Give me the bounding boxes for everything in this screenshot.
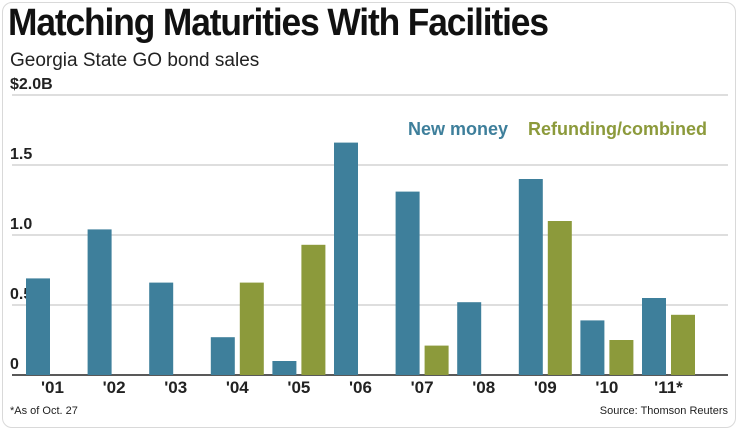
grid-lines bbox=[12, 94, 728, 376]
legend-refunding-combined: Refunding/combined bbox=[528, 119, 707, 139]
x-tick-label: '11* bbox=[654, 378, 683, 397]
bar-new-money-2 bbox=[149, 282, 174, 375]
y-tick-label: 1.0 bbox=[10, 216, 32, 233]
bars bbox=[26, 142, 695, 375]
x-axis-ticks: '01 '02 '03 '04 '05 '06 '07 '08 '09 '10 '11* bbox=[41, 378, 683, 397]
x-tick-label: '08 bbox=[472, 378, 495, 397]
bar-new-money-5 bbox=[334, 142, 358, 375]
bar-new-money-0 bbox=[26, 278, 50, 375]
bar-refunding-6 bbox=[424, 345, 449, 375]
bar-new-money-8 bbox=[518, 179, 543, 375]
x-tick-label: '09 bbox=[534, 378, 557, 397]
bar-refunding-8 bbox=[547, 221, 572, 375]
y-tick-label: 1.5 bbox=[10, 146, 32, 163]
y-tick-label: 0 bbox=[10, 356, 19, 373]
x-tick-label: '05 bbox=[287, 378, 310, 397]
bar-refunding-10 bbox=[671, 314, 695, 375]
bar-new-money-3 bbox=[210, 337, 235, 375]
legend: New money Refunding/combined bbox=[408, 119, 707, 139]
bar-new-money-9 bbox=[580, 320, 605, 375]
chart-title: Matching Maturities With Facilities bbox=[8, 2, 549, 44]
bar-new-money-6 bbox=[395, 191, 420, 375]
bar-new-money-10 bbox=[642, 298, 666, 375]
bar-new-money-4 bbox=[272, 361, 297, 375]
x-tick-label: '03 bbox=[164, 378, 187, 397]
x-tick-label: '06 bbox=[349, 378, 372, 397]
source-note: Source: Thomson Reuters bbox=[599, 405, 728, 417]
bar-new-money-7 bbox=[457, 302, 482, 375]
bar-refunding-4 bbox=[301, 244, 326, 375]
footnote: *As of Oct. 27 bbox=[10, 405, 78, 417]
x-tick-label: '02 bbox=[103, 378, 126, 397]
bar-refunding-9 bbox=[609, 340, 634, 375]
x-tick-label: '01 bbox=[41, 378, 64, 397]
chart-subtitle: Georgia State GO bond sales bbox=[10, 50, 260, 71]
bar-new-money-1 bbox=[87, 229, 112, 375]
x-tick-label: '10 bbox=[595, 378, 618, 397]
y-tick-label: $2.0B bbox=[10, 76, 53, 93]
legend-new-money: New money bbox=[408, 119, 508, 139]
bar-refunding-3 bbox=[239, 282, 264, 375]
x-tick-label: '04 bbox=[226, 378, 249, 397]
x-tick-label: '07 bbox=[411, 378, 434, 397]
chart-frame bbox=[2, 2, 736, 428]
